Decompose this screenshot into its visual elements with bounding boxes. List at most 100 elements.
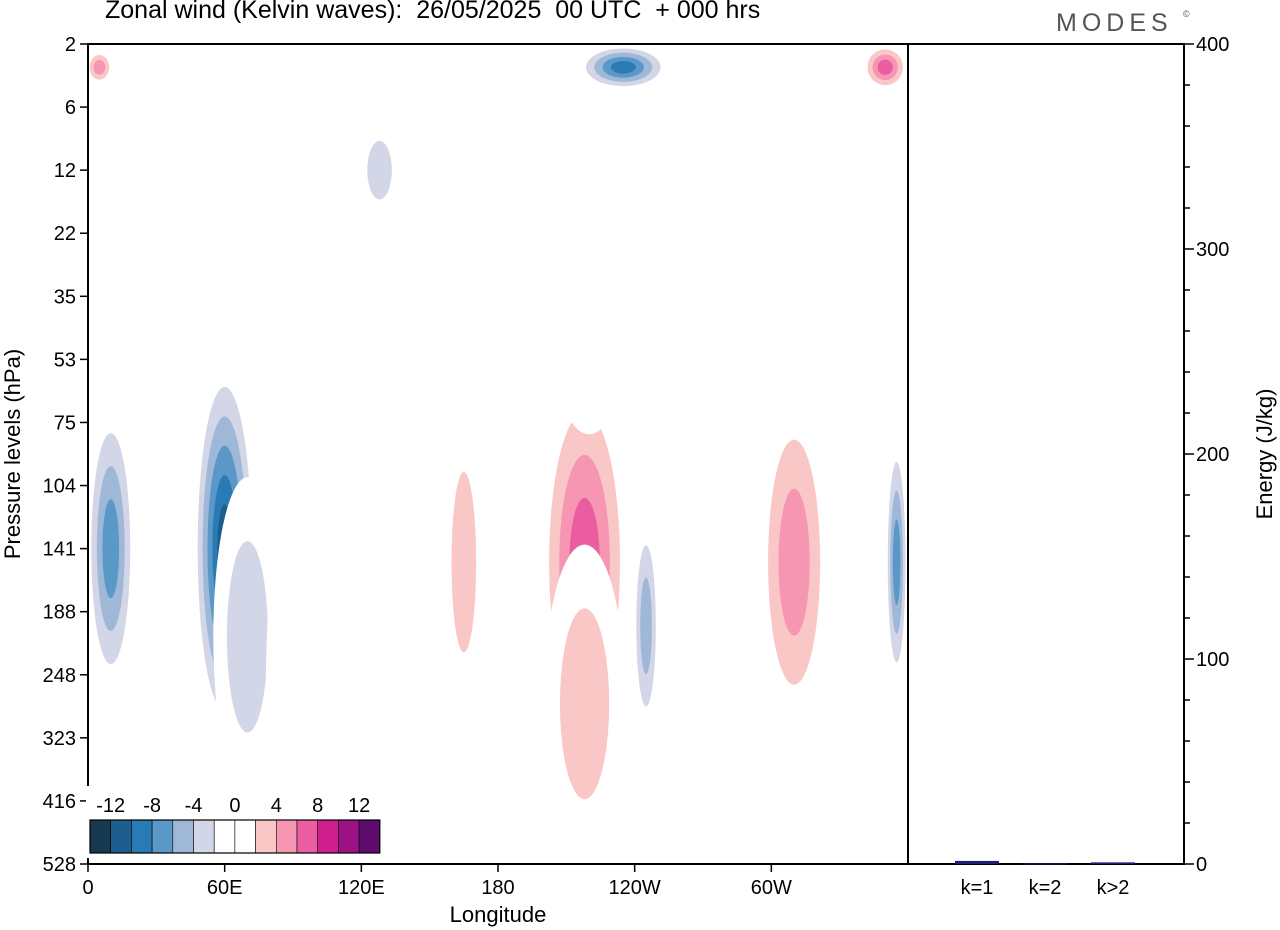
colorbar-swatch — [255, 819, 277, 854]
wind-contour-band — [265, 523, 298, 864]
wind-feature — [213, 477, 282, 797]
wind-contour-band — [739, 285, 804, 417]
wind-feature — [281, 209, 350, 384]
chart-title: Zonal wind (Kelvin waves): 26/05/2025 00… — [105, 0, 761, 24]
wind-feature — [88, 50, 114, 85]
wind-feature — [577, 44, 669, 91]
y-tick-label: 323 — [43, 728, 76, 750]
energy-panel-frame — [907, 43, 1185, 865]
colorbar-swatch — [193, 819, 215, 854]
colorbar-swatch — [131, 819, 153, 854]
wind-feature — [757, 390, 831, 734]
wind-contour-band — [778, 488, 810, 636]
energy-tick-label: 400 — [1196, 34, 1229, 56]
wind-contour-band — [281, 209, 350, 384]
colorbar-swatch — [275, 819, 298, 854]
colorbar-swatch — [172, 819, 194, 854]
wind-contour-band — [877, 59, 893, 75]
colorbar-label: 4 — [271, 795, 282, 817]
brand-logo: MODES — [1056, 9, 1173, 37]
wind-contour-band — [559, 608, 610, 800]
y-axis-title: Pressure levels (hPa) — [0, 349, 25, 559]
colorbar-label: -8 — [143, 795, 161, 817]
x-tick-label: 60E — [207, 877, 243, 899]
wind-contour-band — [93, 59, 106, 75]
colorbar-label: 8 — [312, 795, 323, 817]
wind-contour-band — [640, 577, 652, 675]
wind-contour-band — [451, 471, 477, 653]
wind-feature — [862, 44, 908, 91]
y-tick-label: 416 — [43, 791, 76, 813]
colorbar-swatch — [338, 819, 360, 854]
colorbar-label: -4 — [185, 795, 203, 817]
y-tick-label: 53 — [54, 349, 76, 371]
wind-field — [88, 44, 908, 864]
energy-tick-label: 0 — [1196, 854, 1207, 876]
colorbar-swatch — [358, 819, 381, 854]
wind-feature — [885, 433, 908, 691]
y-tick-label: 6 — [65, 97, 76, 119]
colorbar-label: 0 — [229, 795, 240, 817]
colorbar-swatch — [296, 819, 319, 854]
wind-feature — [646, 121, 760, 219]
colorbar: -12 -8 -4 0 4 8 12 — [86, 786, 384, 858]
energy-tick-label: 100 — [1196, 649, 1229, 671]
pressure-axis: 2 6 12 22 35 53 75 104 141 188 248 323 416 528 — [43, 34, 88, 876]
brand-copyright-mark: © — [1183, 9, 1190, 19]
wind-feature — [739, 285, 804, 417]
wind-feature — [632, 513, 660, 739]
y-tick-label: 141 — [43, 539, 76, 561]
energy-tick-label: 200 — [1196, 444, 1229, 466]
y-tick-label: 22 — [54, 223, 76, 245]
energy-tick-label: 300 — [1196, 239, 1229, 261]
y-tick-label: 104 — [43, 476, 76, 498]
colorbar-border — [89, 819, 381, 854]
wind-feature — [265, 523, 298, 864]
y-tick-label: 12 — [54, 160, 76, 182]
colorbar-label: -12 — [96, 795, 125, 817]
wind-feature — [561, 329, 617, 435]
y-tick-label: 188 — [43, 602, 76, 624]
wind-feature — [614, 721, 678, 864]
colorbar-swatch — [89, 819, 112, 854]
y-tick-label: 75 — [54, 412, 76, 434]
wind-feature — [443, 411, 485, 713]
energy-bar-label: k=1 — [961, 877, 994, 899]
y-tick-label: 35 — [54, 286, 76, 308]
y-tick-label: 528 — [43, 854, 76, 876]
longitude-axis: 0 60E 120E 180 120W 60W — [82, 864, 792, 899]
energy-bars: k=1 k=2 k>2 — [955, 860, 1135, 899]
energy-bar — [955, 860, 999, 864]
energy-bar — [1091, 862, 1135, 864]
wind-contour-band — [561, 329, 617, 435]
energy-axis: 0 100 200 300 400 — [1184, 34, 1229, 876]
colorbar-swatch — [151, 819, 174, 854]
wind-contour-band — [892, 519, 901, 606]
energy-bar-label: k=2 — [1029, 877, 1062, 899]
wind-contour-band — [102, 499, 120, 599]
x-tick-label: 180 — [481, 877, 514, 899]
wind-contour-band — [610, 61, 636, 74]
x-tick-label: 0 — [82, 877, 93, 899]
y-tick-label: 248 — [43, 665, 76, 687]
wind-contour-band — [367, 140, 392, 200]
wind-contour-band — [646, 121, 760, 219]
x-tick-label: 60W — [751, 877, 792, 899]
wind-feature — [543, 544, 626, 863]
colorbar-swatch — [317, 819, 339, 854]
colorbar-swatch — [234, 819, 256, 854]
x-tick-label: 120W — [609, 877, 661, 899]
x-tick-label: 120E — [338, 877, 385, 899]
energy-bar — [1023, 863, 1067, 865]
colorbar-label: 12 — [348, 795, 370, 817]
wind-feature — [88, 400, 136, 698]
energy-bar-label: k>2 — [1097, 877, 1130, 899]
wind-contour-band — [614, 721, 678, 864]
colorbar-swatch — [110, 819, 132, 854]
x-axis-title: Longitude — [450, 902, 547, 927]
colorbar-swatch — [213, 819, 236, 854]
y-tick-label: 2 — [65, 34, 76, 56]
energy-axis-title: Energy (J/kg) — [1252, 389, 1277, 520]
wind-feature — [359, 121, 401, 219]
